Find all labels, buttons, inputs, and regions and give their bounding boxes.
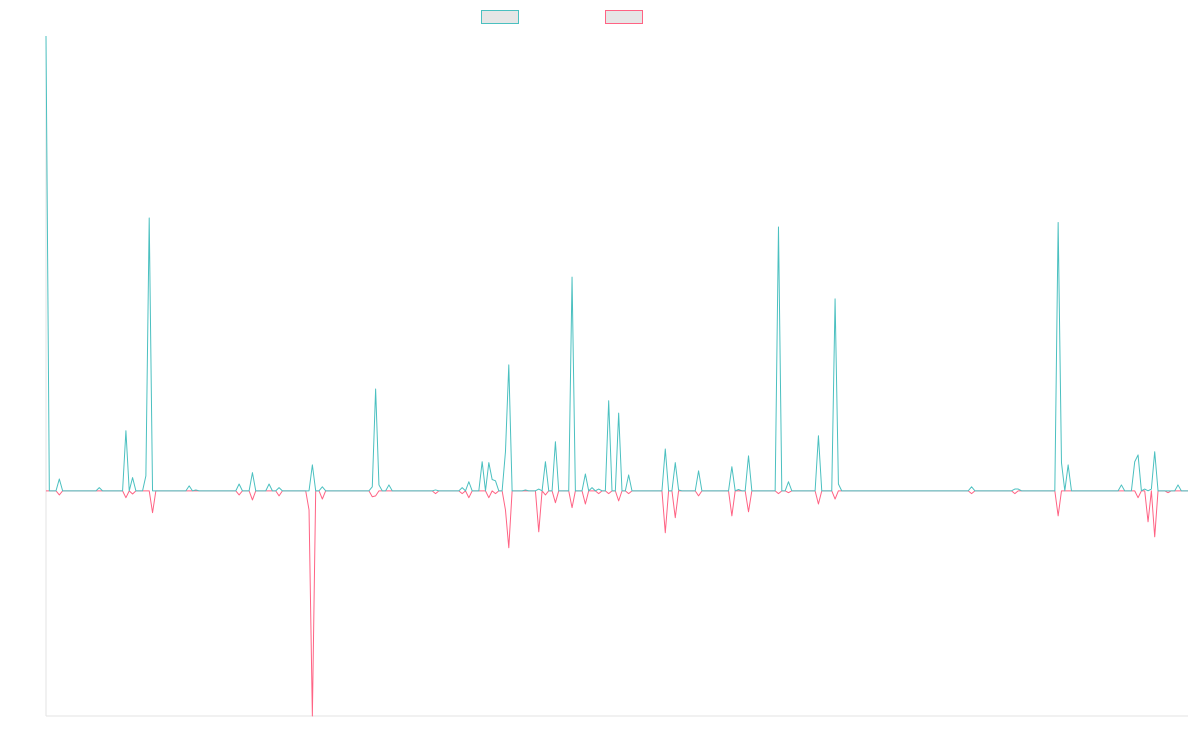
legend-series-1[interactable] — [481, 10, 519, 24]
series-line-2 — [46, 490, 1188, 717]
legend-series-2[interactable] — [605, 10, 643, 24]
series-line-1 — [45, 35, 1188, 492]
